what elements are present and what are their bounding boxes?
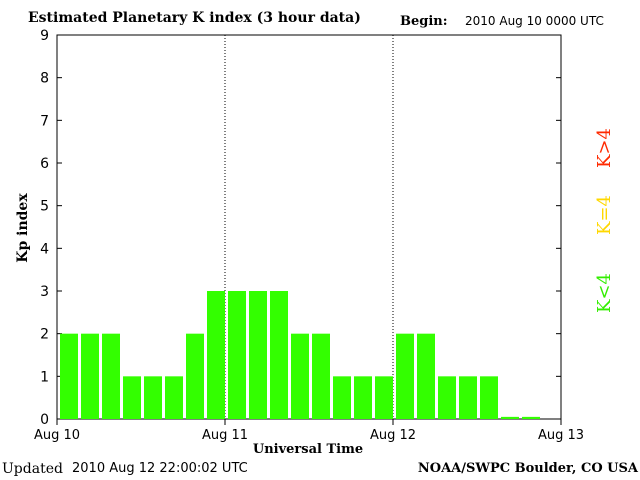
updated-label: Updated [2, 461, 63, 477]
y-tick-label: 0 [40, 412, 49, 428]
kp-bar [270, 291, 288, 419]
y-tick-label: 2 [40, 327, 49, 343]
x-tick-label: Aug 12 [370, 428, 416, 443]
kp-bar [60, 333, 78, 419]
kp-bar [522, 416, 540, 419]
kp-bar [186, 333, 204, 419]
kp-bar [165, 376, 183, 419]
kp-bar [501, 416, 519, 419]
y-tick-label: 8 [40, 71, 49, 87]
kp-bar [207, 291, 225, 419]
x-tick-label: Aug 13 [538, 428, 584, 443]
x-tick-label: Aug 11 [202, 428, 248, 443]
y-tick-label: 1 [40, 369, 49, 385]
kp-bar [81, 333, 99, 419]
x-axis-label: Universal Time [253, 442, 363, 457]
legend-item: K<4 [594, 273, 615, 313]
kp-bar [228, 291, 246, 419]
y-tick-label: 7 [40, 113, 49, 129]
kp-bar [459, 376, 477, 419]
begin-label: Begin: [400, 14, 448, 29]
kp-bar [102, 333, 120, 419]
legend-item: K=4 [594, 195, 615, 235]
y-tick-label: 9 [40, 28, 49, 44]
kp-bar [144, 376, 162, 419]
kp-bar [312, 333, 330, 419]
y-tick-label: 3 [40, 284, 49, 300]
y-tick-label: 5 [40, 199, 49, 215]
credit-text: NOAA/SWPC Boulder, CO USA [417, 461, 638, 476]
kp-bar [480, 376, 498, 419]
kp-bar [354, 376, 372, 419]
x-tick-label: Aug 10 [34, 428, 80, 443]
y-axis-label: Kp index [15, 193, 31, 263]
y-tick-label: 4 [40, 241, 49, 257]
kp-bar [396, 333, 414, 419]
chart-title: Estimated Planetary K index (3 hour data… [28, 10, 361, 26]
kp-bar [375, 376, 393, 419]
kp-bar [333, 376, 351, 419]
legend-item: K>4 [594, 128, 615, 168]
begin-value: 2010 Aug 10 0000 UTC [465, 14, 604, 28]
y-tick-label: 6 [40, 156, 49, 172]
kp-bar [249, 291, 267, 419]
kp-bar [291, 333, 309, 419]
kp-bar [123, 376, 141, 419]
kp-bar [417, 333, 435, 419]
kp-bar [438, 376, 456, 419]
updated-value: 2010 Aug 12 22:00:02 UTC [72, 461, 248, 476]
